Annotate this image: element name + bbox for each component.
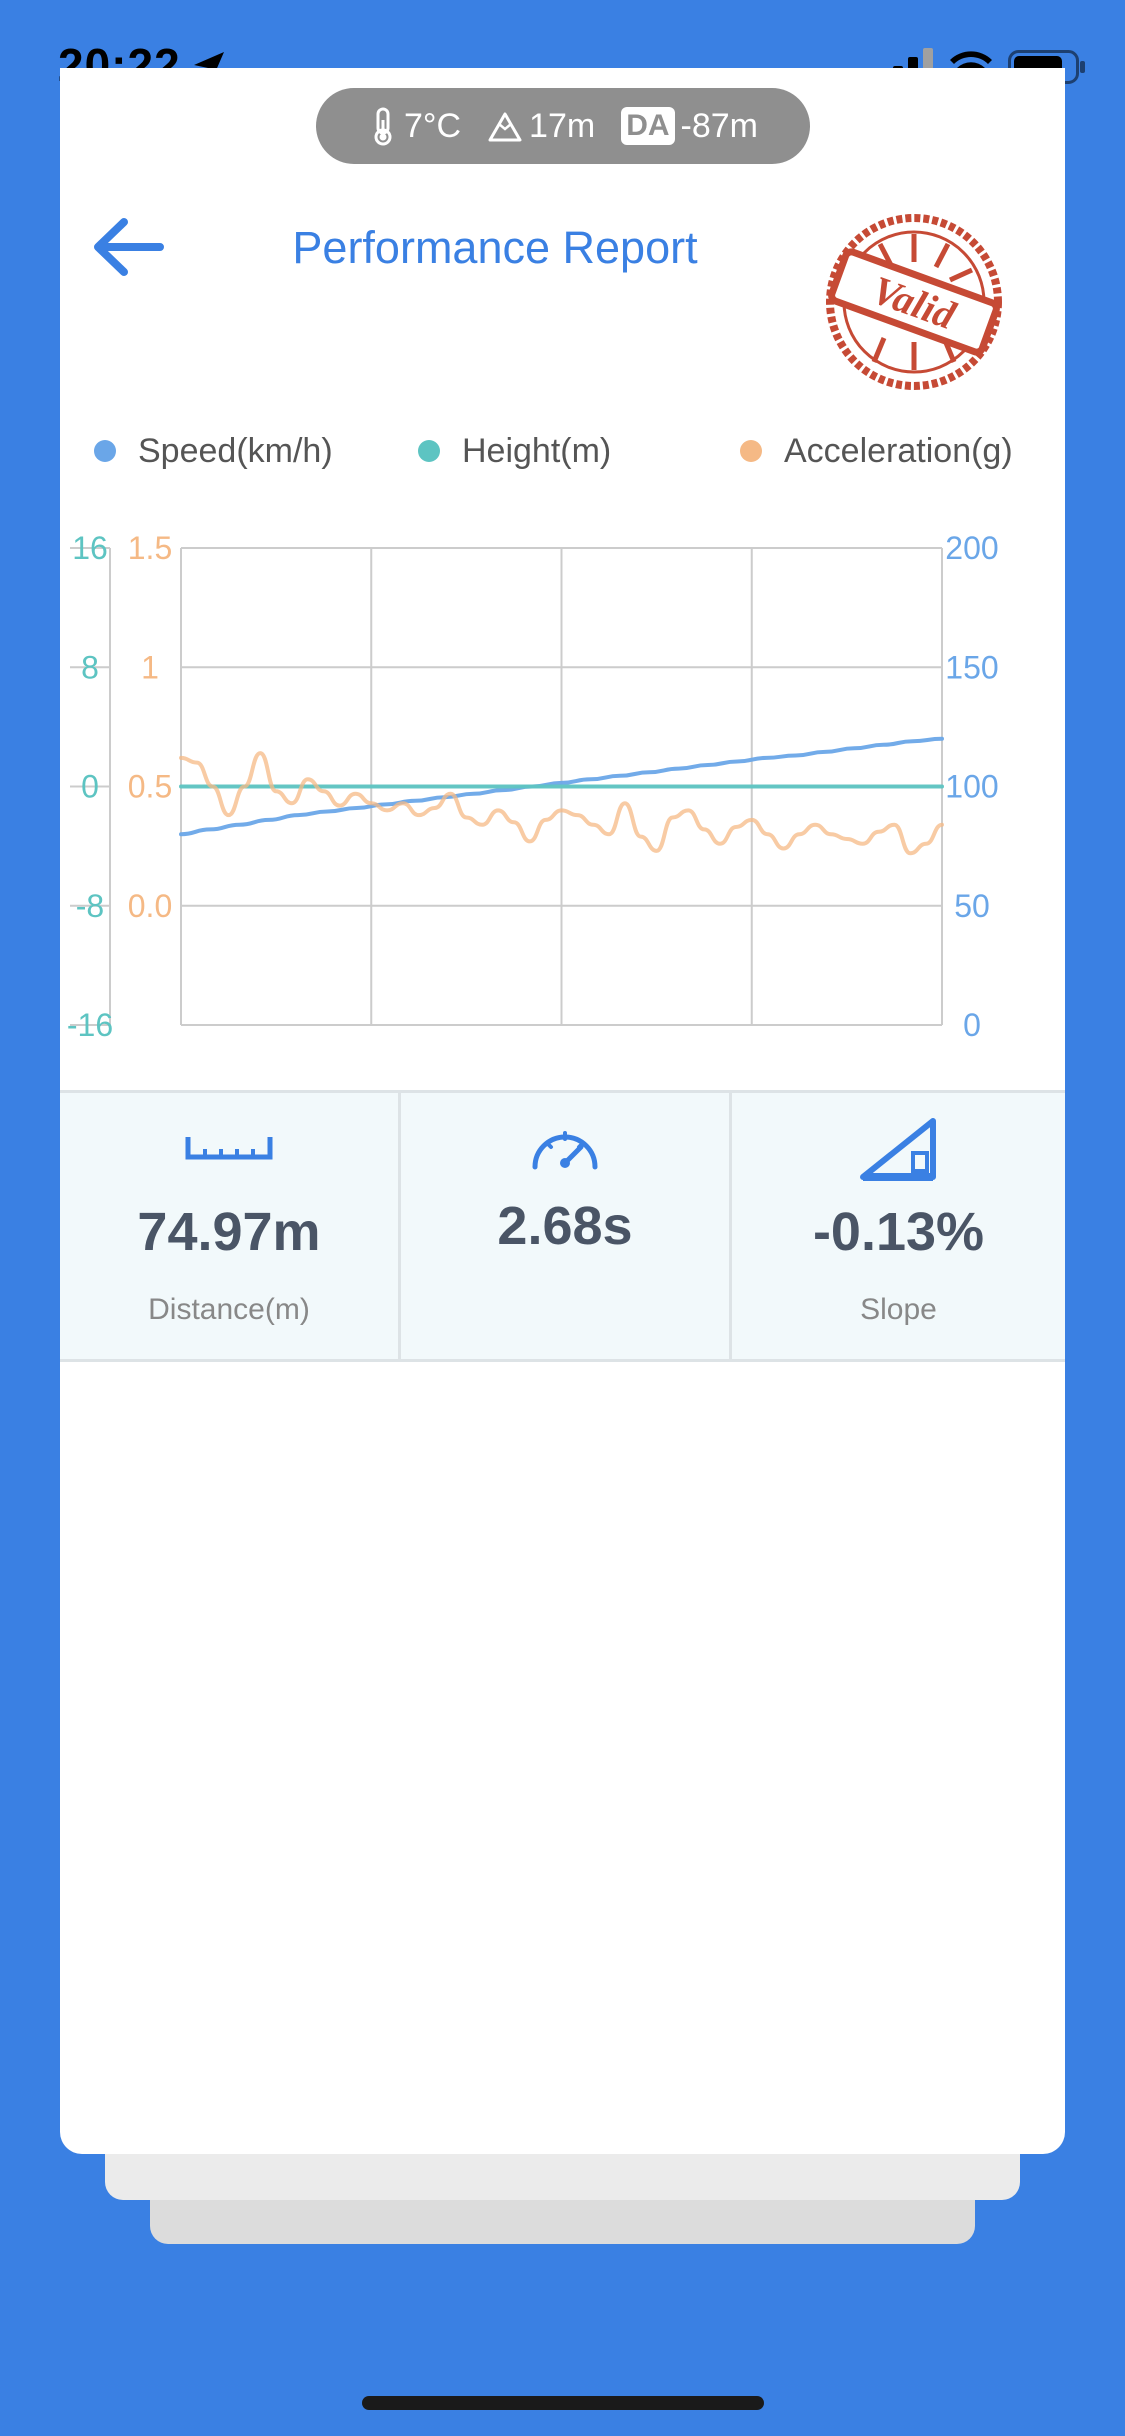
density-altitude-badge: DA	[621, 107, 675, 145]
height-axis-tick-label: -8	[76, 888, 104, 924]
legend-dot-speed	[94, 440, 116, 462]
height-axis-tick-label: 8	[81, 649, 99, 685]
acceleration-axis-tick-label: 0.0	[128, 888, 172, 924]
distance-label: Distance(m)	[148, 1293, 310, 1326]
acceleration-axis-tick-label: 1.5	[128, 530, 172, 566]
speed-axis-tick-label: 50	[954, 888, 990, 924]
page-title: Performance Report	[292, 222, 698, 273]
legend-label-acceleration: Acceleration(g)	[784, 431, 1013, 470]
speed-axis-tick-label: 100	[945, 769, 998, 805]
ruler-icon	[185, 1137, 273, 1160]
speed-series-line	[179, 736, 944, 837]
time-value: 2.68s	[497, 1196, 633, 1256]
slope-icon	[859, 1118, 936, 1181]
speed-axis-tick-label: 0	[963, 1007, 981, 1043]
density-altitude-info: DA -87m	[621, 107, 758, 146]
legend-height[interactable]: Height(m)	[418, 426, 611, 476]
density-altitude-value: -87m	[680, 106, 758, 145]
speedometer-icon	[532, 1131, 598, 1170]
performance-chart: 16 8 0 -8 -16 1.5 1 0.5 0.0 200 150 100 50 0	[67, 530, 999, 1043]
valid-stamp: Valid	[826, 214, 1002, 390]
stats-panel: 74.97m Distance(m) 2.68s -0.13% Slope	[60, 1090, 1065, 1362]
height-axis-tick-label: 0	[81, 769, 99, 805]
altitude-value: 17m	[529, 106, 596, 145]
slope-label: Slope	[860, 1293, 937, 1326]
legend-label-height: Height(m)	[462, 431, 612, 470]
temperature-value: 7°C	[403, 106, 462, 145]
weather-info-pill: 7°C 17m DA -87m	[316, 88, 810, 164]
thermometer-icon	[374, 107, 392, 146]
slope-value: -0.13%	[812, 1202, 985, 1262]
height-axis-tick-label: -16	[67, 1007, 113, 1043]
altitude-info: 17m	[487, 106, 595, 146]
chart-legend: Speed(km/h) Height(m) Acceleration(g)	[94, 426, 1044, 476]
speed-axis-tick-label: 150	[945, 649, 998, 685]
speed-axis-tick-label: 200	[945, 530, 998, 566]
legend-label-speed: Speed(km/h)	[138, 431, 333, 470]
time-stat: 2.68s	[398, 1093, 729, 1359]
acceleration-axis-tick-label: 1	[141, 649, 159, 685]
legend-dot-height	[418, 440, 440, 462]
mountain-icon	[488, 112, 522, 142]
distance-stat: 74.97m Distance(m)	[60, 1093, 398, 1359]
home-indicator[interactable]	[362, 2396, 764, 2410]
location-arrow-icon	[194, 52, 224, 82]
temperature-info: 7°C	[368, 106, 461, 146]
height-axis-tick-label: 16	[72, 530, 108, 566]
slope-stat: -0.13% Slope	[729, 1093, 1065, 1359]
legend-dot-acceleration	[740, 440, 762, 462]
legend-acceleration[interactable]: Acceleration(g)	[740, 426, 1013, 476]
acceleration-axis-tick-label: 0.5	[128, 769, 172, 805]
back-arrow-icon[interactable]	[88, 212, 168, 282]
acceleration-series-line	[179, 751, 944, 856]
legend-speed[interactable]: Speed(km/h)	[94, 426, 333, 476]
distance-value: 74.97m	[137, 1202, 321, 1262]
